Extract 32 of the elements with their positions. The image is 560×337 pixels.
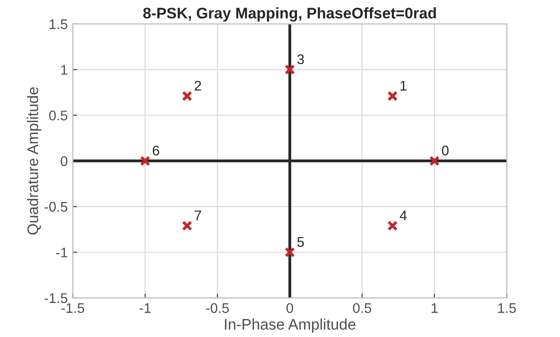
y-tick-label: 1.5 bbox=[50, 19, 68, 30]
y-tick-label: 0.5 bbox=[49, 110, 68, 120]
point bbox=[182, 90, 192, 102]
y-tick-label: -1 bbox=[56, 248, 68, 258]
annotation: 0 bbox=[442, 146, 449, 156]
point bbox=[284, 247, 295, 258]
y-tick-label: -1.5 bbox=[44, 293, 68, 304]
x-tick-label: 1 bbox=[432, 303, 438, 313]
annotation: 6 bbox=[152, 146, 160, 156]
annotation: 4 bbox=[400, 210, 407, 220]
x-tick-label: 1.5 bbox=[498, 303, 516, 313]
x-tick-label: 0 bbox=[286, 303, 294, 313]
annotation: 5 bbox=[297, 237, 304, 247]
x-tick-label: -1 bbox=[140, 303, 151, 313]
y-tick-label: -0.5 bbox=[44, 202, 68, 212]
point bbox=[140, 156, 150, 166]
y-tick-label: 0 bbox=[60, 156, 68, 166]
point bbox=[284, 64, 295, 75]
y-axis-title: Quadrature Amplitude bbox=[26, 87, 42, 234]
annotation: 2 bbox=[194, 80, 202, 91]
point bbox=[387, 220, 398, 231]
y-tick-label: 1 bbox=[61, 65, 68, 75]
x-tick-label: 0.5 bbox=[353, 303, 372, 313]
point bbox=[182, 220, 192, 231]
point bbox=[429, 156, 440, 166]
annotation: 3 bbox=[297, 54, 304, 64]
annotation: 1 bbox=[400, 80, 407, 91]
chart-title: 8-PSK, Gray Mapping, PhaseOffset=0rad bbox=[143, 7, 436, 22]
x-axis-title: In-Phase Amplitude bbox=[224, 318, 356, 333]
x-tick-label: -0.5 bbox=[206, 303, 229, 313]
point bbox=[387, 90, 398, 102]
annotation: 7 bbox=[194, 210, 202, 220]
